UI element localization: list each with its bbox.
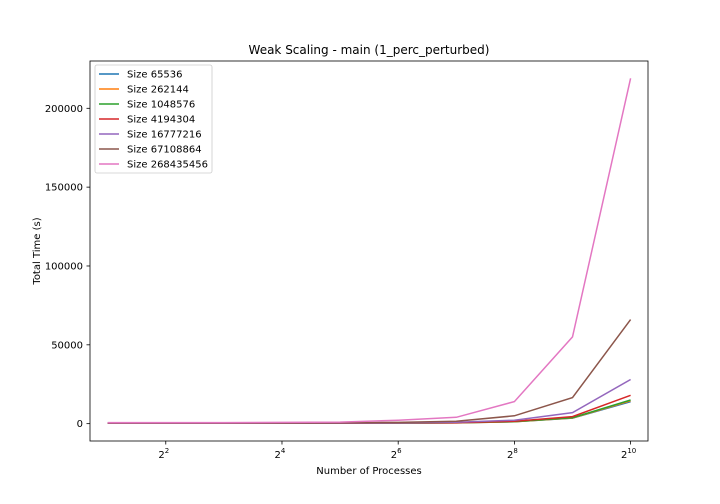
y-tick-label: 0 [77, 419, 83, 430]
legend: Size 65536 Size 262144 Size 1048576 Size 41… [94, 64, 213, 174]
legend-label: Size 268435456 [127, 160, 208, 171]
x-tick-exponent: 2 [165, 447, 169, 455]
x-tick-label: 28 [507, 447, 518, 461]
y-axis-ticks: 0 50000 100000 150000 200000 [45, 104, 90, 430]
x-tick-base: 2 [391, 450, 397, 461]
x-tick-base: 2 [507, 450, 513, 461]
x-tick-base: 2 [275, 450, 281, 461]
x-tick-exponent: 10 [627, 447, 636, 455]
x-tick-exponent: 4 [281, 447, 286, 455]
y-tick-label: 200000 [45, 104, 83, 115]
y-tick-label: 150000 [45, 183, 83, 194]
x-tick-label: 26 [391, 447, 402, 461]
legend-label: Size 4194304 [127, 115, 195, 126]
x-tick-exponent: 6 [397, 447, 402, 455]
x-tick-label: 24 [275, 447, 286, 461]
legend-label: Size 65536 [127, 70, 183, 81]
legend-label: Size 67108864 [127, 145, 202, 156]
x-tick-label: 22 [158, 447, 169, 461]
x-tick-exponent: 8 [513, 447, 517, 455]
legend-box [94, 64, 213, 174]
x-tick-label: 210 [621, 447, 636, 461]
chart-title: Weak Scaling - main (1_perc_perturbed) [249, 43, 490, 57]
x-tick-base: 2 [158, 450, 164, 461]
legend-label: Size 16777216 [127, 130, 202, 141]
plot-lines [107, 78, 632, 424]
x-axis-label: Number of Processes [316, 466, 421, 477]
y-tick-label: 100000 [45, 261, 83, 272]
y-axis-label: Total Time (s) [32, 217, 43, 285]
y-tick-label: 50000 [51, 340, 83, 351]
x-tick-base: 2 [621, 450, 627, 461]
series-line-6 [107, 78, 632, 424]
x-axis-ticks: 22 24 26 28 210 [158, 441, 636, 461]
legend-label: Size 262144 [127, 85, 189, 96]
axes-frame [89, 60, 649, 442]
legend-label: Size 1048576 [127, 100, 195, 111]
